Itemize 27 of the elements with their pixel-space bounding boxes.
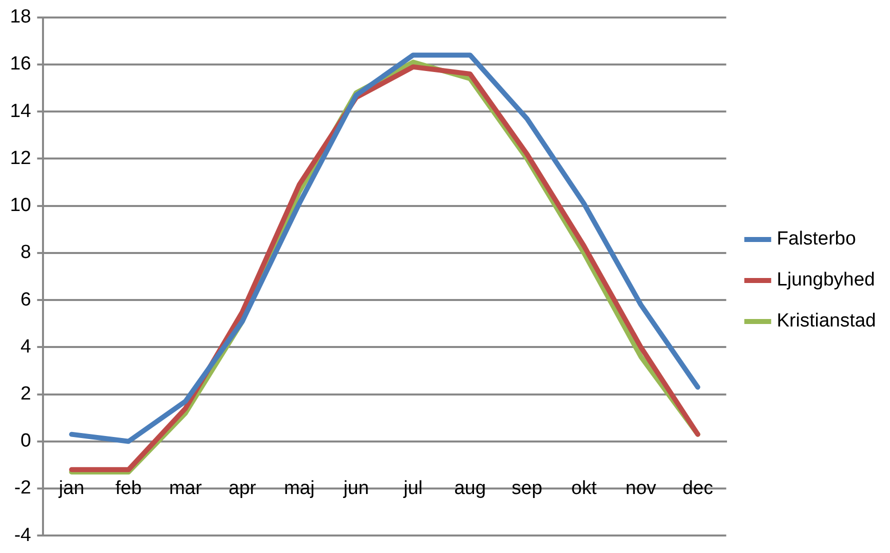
y-tick-label: 8: [20, 242, 32, 264]
y-tick-label: 6: [20, 289, 32, 310]
y-tick-label: 10: [10, 195, 32, 216]
x-tick-label: dec: [682, 478, 714, 500]
x-tick-label: aug: [454, 478, 486, 500]
y-tick-label: 14: [10, 100, 32, 122]
y-tick-label: 2: [20, 384, 32, 405]
y-tick-label: -2: [14, 478, 32, 499]
x-tick-label: okt: [571, 478, 598, 500]
x-tick-label: jan: [58, 478, 84, 500]
legend-label: Kristianstad: [776, 310, 876, 332]
x-tick-label: sep: [512, 478, 542, 500]
y-tick-label: 4: [20, 336, 32, 358]
x-tick-label: maj: [284, 478, 315, 500]
legend-label: Ljungbyhed: [776, 270, 875, 291]
y-tick-label: -4: [14, 524, 32, 546]
x-tick-label: jun: [342, 478, 369, 500]
legend-label: Falsterbo: [776, 228, 856, 250]
x-tick-label: mar: [169, 478, 202, 500]
x-tick-label: jul: [402, 478, 423, 500]
x-tick-label: nov: [626, 478, 657, 500]
y-tick-label: 12: [10, 148, 32, 169]
y-tick-label: 18: [10, 6, 32, 28]
x-tick-label: feb: [115, 478, 142, 500]
y-tick-label: 0: [20, 430, 32, 452]
y-tick-label: 16: [10, 54, 32, 75]
x-tick-label: apr: [228, 478, 257, 500]
